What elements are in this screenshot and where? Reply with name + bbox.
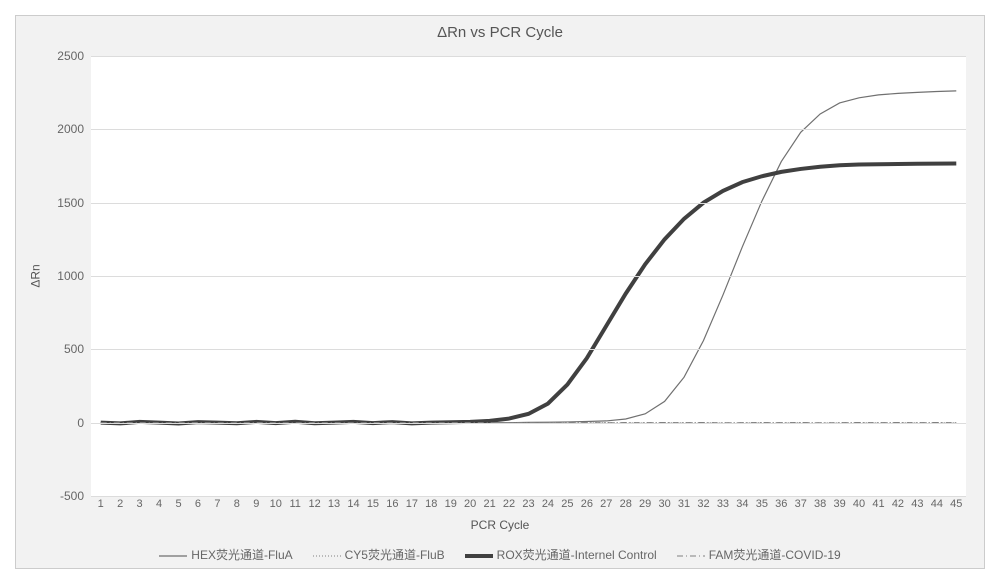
x-tick-label: 4	[156, 498, 162, 510]
x-tick-label: 24	[542, 498, 554, 510]
x-tick-label: 41	[872, 498, 884, 510]
x-tick-label: 6	[195, 498, 201, 510]
legend-label: CY5荧光通道-FluB	[345, 548, 445, 562]
legend-item: ROX荧光通道-Internel Control	[465, 546, 657, 563]
legend-label: HEX荧光通道-FluA	[191, 548, 292, 562]
y-gridline	[91, 496, 966, 497]
x-tick-label: 13	[328, 498, 340, 510]
legend: HEX荧光通道-FluA CY5荧光通道-FluB ROX荧光通道-Internel…	[16, 546, 984, 563]
y-tick-label: 2500	[39, 49, 84, 63]
x-tick-label: 33	[717, 498, 729, 510]
x-tick-label: 8	[234, 498, 240, 510]
x-tick-label: 9	[253, 498, 259, 510]
legend-swatch	[677, 551, 705, 561]
series-line	[101, 91, 957, 423]
chart-title: ΔRn vs PCR Cycle	[16, 16, 984, 41]
x-tick-label: 36	[775, 498, 787, 510]
legend-swatch	[159, 551, 187, 561]
x-tick-label: 35	[756, 498, 768, 510]
x-tick-label: 28	[620, 498, 632, 510]
x-tick-label: 31	[678, 498, 690, 510]
x-axis-title: PCR Cycle	[471, 518, 530, 532]
x-tick-label: 20	[464, 498, 476, 510]
x-tick-label: 16	[386, 498, 398, 510]
legend-swatch	[465, 551, 493, 561]
x-tick-label: 3	[137, 498, 143, 510]
x-tick-label: 39	[833, 498, 845, 510]
legend-item: CY5荧光通道-FluB	[313, 546, 445, 563]
x-tick-label: 19	[445, 498, 457, 510]
x-tick-label: 2	[117, 498, 123, 510]
x-tick-label: 12	[308, 498, 320, 510]
x-tick-label: 15	[367, 498, 379, 510]
x-tick-label: 23	[522, 498, 534, 510]
y-tick-label: 2000	[39, 122, 84, 136]
x-tick-label: 5	[175, 498, 181, 510]
x-tick-label: 21	[483, 498, 495, 510]
y-tick-label: 0	[39, 416, 84, 430]
x-tick-label: 37	[795, 498, 807, 510]
x-tick-label: 32	[697, 498, 709, 510]
x-tick-label: 17	[406, 498, 418, 510]
y-tick-label: 1500	[39, 196, 84, 210]
y-gridline	[91, 423, 966, 424]
y-tick-label: -500	[39, 489, 84, 503]
y-gridline	[91, 276, 966, 277]
x-tick-label: 22	[503, 498, 515, 510]
x-tick-label: 29	[639, 498, 651, 510]
x-tick-label: 27	[600, 498, 612, 510]
x-tick-label: 1	[98, 498, 104, 510]
y-gridline	[91, 203, 966, 204]
x-tick-label: 43	[911, 498, 923, 510]
x-tick-label: 10	[270, 498, 282, 510]
x-tick-label: 42	[892, 498, 904, 510]
x-tick-label: 14	[347, 498, 359, 510]
legend-item: HEX荧光通道-FluA	[159, 546, 292, 563]
x-tick-label: 38	[814, 498, 826, 510]
y-gridline	[91, 349, 966, 350]
x-tick-label: 25	[561, 498, 573, 510]
x-tick-label: 11	[289, 498, 300, 510]
x-tick-label: 7	[214, 498, 220, 510]
x-tick-label: 18	[425, 498, 437, 510]
x-tick-label: 30	[658, 498, 670, 510]
x-tick-label: 26	[581, 498, 593, 510]
x-tick-label: 34	[736, 498, 748, 510]
x-tick-label: 44	[931, 498, 943, 510]
chart-container: ΔRn vs PCR Cycle ΔRn PCR Cycle HEX荧光通道-F…	[15, 15, 985, 569]
y-tick-label: 1000	[39, 269, 84, 283]
legend-item: FAM荧光通道-COVID-19	[677, 546, 841, 563]
plot-area	[91, 56, 966, 497]
y-tick-label: 500	[39, 342, 84, 356]
legend-label: ROX荧光通道-Internel Control	[497, 548, 657, 562]
y-gridline	[91, 129, 966, 130]
legend-swatch	[313, 551, 341, 561]
y-gridline	[91, 56, 966, 57]
x-tick-label: 45	[950, 498, 962, 510]
x-tick-label: 40	[853, 498, 865, 510]
legend-label: FAM荧光通道-COVID-19	[709, 548, 841, 562]
